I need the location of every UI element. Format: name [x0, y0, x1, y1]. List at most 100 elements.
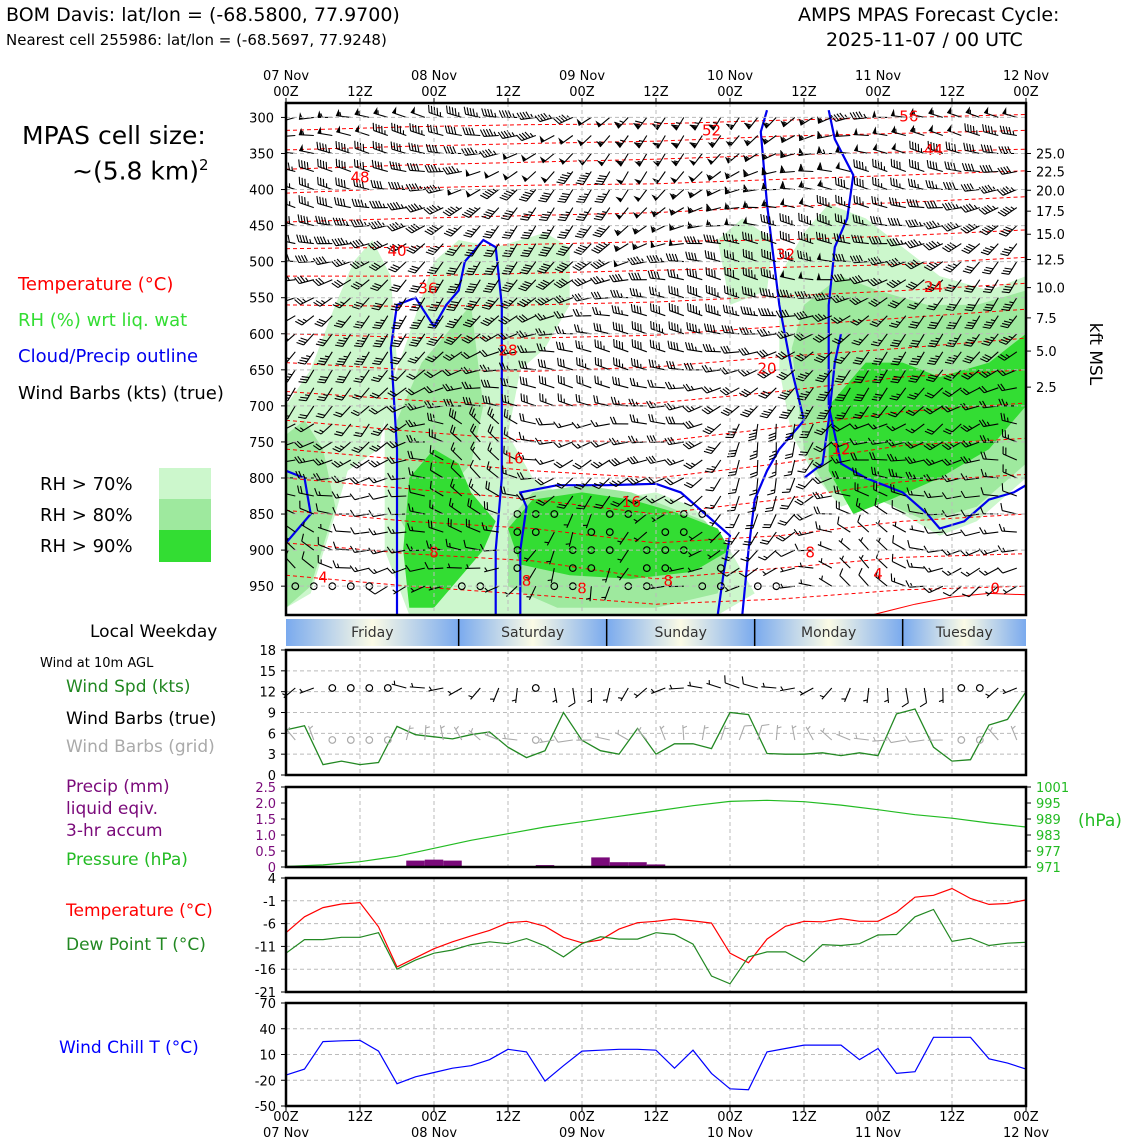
barb-half — [992, 205, 996, 210]
barb-half — [320, 459, 325, 464]
barb-shaft — [983, 112, 999, 118]
xs-wind-barb — [724, 186, 740, 195]
barb-flag — [722, 367, 729, 374]
xs-wind-barb — [517, 451, 536, 461]
barb-flag — [351, 198, 355, 207]
barb-half — [345, 221, 349, 226]
barb-flag — [613, 396, 617, 405]
barb-flag — [750, 234, 753, 242]
barb-flag — [594, 231, 603, 236]
barb-flag — [372, 376, 381, 380]
xs-wind-barb — [614, 207, 629, 220]
barb-shaft — [781, 135, 796, 144]
xs-wind-barb — [590, 259, 611, 270]
barb-flag — [631, 321, 634, 329]
barb-shaft — [335, 548, 351, 551]
barb-flag — [812, 492, 818, 500]
xs-wind-barb — [577, 135, 592, 147]
barb-flag — [516, 134, 523, 141]
barb-flag — [834, 417, 843, 420]
xs-wind-barb — [500, 485, 518, 497]
xs-wind-barb — [335, 158, 351, 173]
legend-rh70-swatch — [159, 468, 211, 499]
xs-wind-barb — [587, 564, 596, 572]
barb-half — [343, 355, 348, 358]
xs-wind-barb — [923, 545, 943, 553]
barb-flag — [405, 205, 411, 213]
barb-half — [771, 311, 774, 316]
barb-flag — [373, 241, 380, 248]
barb-flag — [815, 461, 822, 467]
xs-wind-barb — [487, 406, 500, 425]
barb-flag — [300, 337, 308, 341]
barb-shaft — [766, 405, 777, 419]
xs-wind-barb — [738, 567, 759, 578]
xs-wind-barb — [748, 423, 759, 442]
barb-flag — [392, 306, 400, 309]
barb-flag — [637, 323, 639, 331]
xs-wind-barb — [634, 171, 648, 185]
barb-flag — [875, 483, 878, 491]
barb-flag — [596, 291, 602, 299]
barb-flag — [324, 217, 327, 225]
barb-flag — [466, 270, 475, 273]
xs-wind-barb — [817, 116, 833, 124]
barb-flag — [705, 506, 713, 510]
xs-wind-barb — [461, 147, 481, 156]
barb-shaft — [286, 201, 296, 209]
xs-wind-barb — [485, 480, 500, 497]
xs-wind-barb — [890, 158, 906, 173]
barb-half — [928, 588, 933, 592]
barb-flag — [460, 353, 468, 360]
barb-flag — [962, 226, 970, 233]
xs-wind-barb — [888, 197, 906, 209]
barb-flag — [658, 306, 661, 314]
barb-half — [528, 247, 533, 250]
barb-flag — [562, 359, 565, 368]
barb-flag — [984, 206, 991, 213]
barb-flag — [909, 140, 911, 149]
barb-flag — [797, 231, 800, 239]
barb-flag — [595, 275, 602, 283]
barb-flag — [468, 207, 477, 213]
barb-flag — [448, 497, 452, 506]
barb-half — [805, 409, 811, 412]
barb-flag — [687, 342, 691, 351]
barb-flag — [819, 162, 823, 171]
barb-flag — [858, 567, 863, 576]
barb-shaft — [508, 225, 518, 239]
xs-wind-barb — [776, 369, 796, 381]
barb-flag — [825, 215, 827, 224]
barb-flag — [429, 323, 437, 327]
barb-flag — [484, 233, 493, 236]
xs-wind-barb — [624, 510, 633, 518]
barb-flag — [303, 254, 309, 263]
barb-shaft — [631, 421, 647, 425]
xs-wind-barb — [762, 513, 777, 529]
barb-flag — [817, 334, 825, 340]
barb-half — [990, 319, 996, 322]
xs-wind-barb — [346, 582, 355, 591]
xs-wind-barb — [683, 477, 703, 489]
barb-half — [432, 355, 437, 359]
barb-flag — [519, 330, 525, 338]
barb-half — [910, 490, 913, 496]
barb-shaft — [576, 347, 592, 353]
barb-flag — [370, 460, 378, 467]
xs-wind-barb — [372, 140, 388, 155]
barb-flag — [890, 158, 893, 167]
barb-shaft — [620, 171, 629, 185]
xs-wind-barb — [724, 153, 740, 164]
xs-wind-barb — [428, 297, 444, 312]
barb-half — [545, 398, 547, 403]
barb-half — [492, 150, 497, 155]
barb-flag — [818, 292, 824, 300]
xs-wind-barb — [960, 456, 980, 464]
barb-half — [328, 148, 330, 153]
barb-flag — [352, 476, 359, 483]
barb-half — [546, 211, 552, 214]
barb-flag — [627, 478, 634, 485]
barb-flag — [875, 376, 883, 379]
xs-wind-barb — [780, 116, 796, 128]
barb-flag — [830, 296, 837, 304]
